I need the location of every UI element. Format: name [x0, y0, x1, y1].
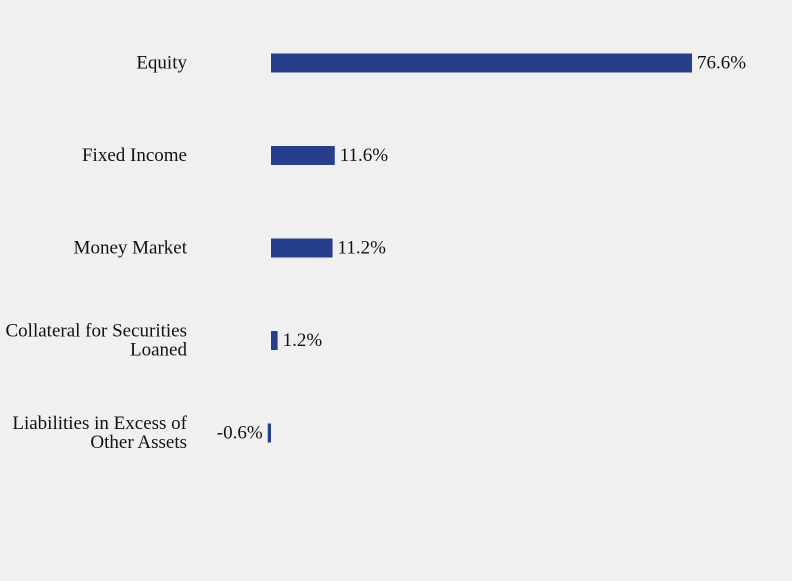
bar: [271, 146, 335, 165]
category-label-line: Other Assets: [90, 432, 187, 453]
value-label: 76.6%: [697, 53, 746, 74]
category-label: Money Market: [74, 238, 188, 259]
category-label: Fixed Income: [82, 145, 187, 166]
category-label: Collateral for Securities Loaned: [6, 321, 188, 361]
bars-layer: [267, 53, 692, 443]
category-label-line: Money Market: [74, 238, 188, 259]
bar: [271, 331, 278, 350]
category-label-line: Loaned: [130, 340, 187, 361]
value-label: 11.2%: [338, 238, 387, 259]
bar: [271, 238, 333, 258]
category-label-line: Equity: [136, 53, 187, 74]
value-label: -0.6%: [217, 423, 263, 444]
bar: [271, 53, 692, 73]
category-label-line: Fixed Income: [82, 145, 187, 166]
value-label: 11.6%: [340, 145, 389, 166]
category-labels-layer: Equity Fixed Income Money Market Collateral…: [6, 53, 188, 454]
category-label-line: Liabilities in Excess of: [12, 413, 187, 434]
value-label: 1.2%: [283, 330, 323, 351]
category-label: Equity: [136, 53, 187, 74]
value-labels-layer: 76.6% 11.6% 11.2% 1.2% -0.6%: [217, 53, 746, 444]
category-label: Liabilities in Excess of Other Assets: [12, 413, 187, 453]
category-label-line: Collateral for Securities: [6, 321, 188, 342]
bar: [267, 423, 271, 443]
